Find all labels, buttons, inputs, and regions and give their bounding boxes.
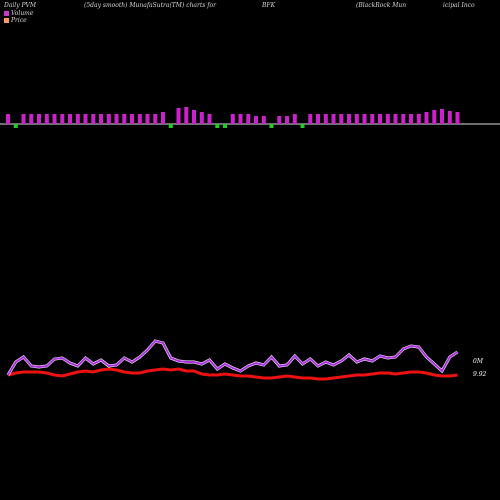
volume-bar	[354, 114, 359, 124]
header-company-cont: icipal Inco	[443, 2, 475, 9]
legend-volume: Volume	[4, 10, 33, 17]
volume-bar	[52, 114, 57, 124]
volume-bar	[37, 114, 41, 124]
volume-bar	[347, 114, 351, 124]
volume-bar	[153, 114, 158, 124]
legend-price-label: Price	[11, 17, 27, 24]
volume-bar	[68, 114, 72, 124]
volume-bar	[13, 124, 18, 128]
volume-bar	[184, 107, 189, 124]
volume-bar	[230, 114, 235, 124]
volume-bar	[215, 124, 220, 128]
volume-bar	[75, 114, 80, 124]
volume-bar	[192, 110, 196, 124]
volume-bar	[440, 109, 444, 124]
volume-bar	[424, 112, 429, 124]
legend-volume-swatch	[4, 11, 9, 16]
volume-bar	[277, 116, 282, 124]
volume-bar	[83, 114, 88, 124]
volume-bar	[168, 124, 173, 128]
volume-bar	[339, 114, 344, 124]
volume-bar	[145, 114, 150, 124]
volume-bar	[331, 114, 336, 124]
volume-bar	[393, 114, 398, 124]
header-title: Daily PVM	[4, 2, 37, 9]
volume-bar	[308, 114, 313, 124]
volume-bar	[323, 114, 328, 124]
volume-bar	[432, 110, 437, 124]
volume-bar	[44, 114, 49, 124]
price-series-line	[7, 367, 458, 381]
volume-bar	[238, 114, 243, 124]
volume-bar	[223, 124, 227, 128]
volume-bar	[60, 114, 65, 124]
volume-bar	[99, 114, 103, 124]
volume-bar	[300, 124, 305, 128]
volume-bar	[176, 108, 181, 124]
volume-tick-label: 0M	[473, 358, 484, 365]
header-subtitle: (5day smooth) MunafaSutra(TM) charts for	[84, 2, 216, 9]
volume-bar	[29, 114, 34, 124]
volume-bar	[91, 114, 96, 124]
volume-bar	[316, 114, 320, 124]
volume-bar	[447, 111, 452, 124]
volume-bar	[137, 114, 142, 124]
header-symbol: BFK	[262, 2, 276, 9]
volume-bar	[161, 112, 165, 124]
volume-series-line	[7, 339, 459, 376]
volume-bar	[106, 114, 111, 124]
volume-bar	[199, 112, 204, 124]
volume-bar	[122, 114, 127, 124]
volume-bar	[261, 116, 266, 124]
volume-bar	[246, 114, 251, 124]
volume-bar	[6, 114, 10, 124]
volume-bar	[416, 114, 421, 124]
volume-bar	[207, 114, 212, 124]
volume-bar	[285, 116, 289, 124]
volume-bars	[6, 107, 460, 128]
legend-price-swatch	[4, 18, 9, 23]
volume-bar	[455, 112, 460, 124]
volume-bar	[114, 114, 119, 124]
volume-bar	[401, 114, 406, 124]
volume-bar	[378, 114, 382, 124]
volume-bar	[409, 114, 413, 124]
volume-bar	[254, 116, 258, 124]
volume-bar	[292, 114, 297, 124]
price-tick-label: 9.92	[473, 371, 487, 378]
volume-bar	[269, 124, 274, 128]
volume-bar	[362, 114, 367, 124]
volume-bar	[370, 114, 375, 124]
volume-bar	[385, 114, 390, 124]
legend-price: Price	[4, 17, 27, 24]
legend-volume-label: Volume	[11, 10, 34, 17]
volume-bar	[21, 114, 26, 124]
volume-bar	[130, 114, 134, 124]
header-company: (BlackRock Mun	[356, 2, 407, 9]
